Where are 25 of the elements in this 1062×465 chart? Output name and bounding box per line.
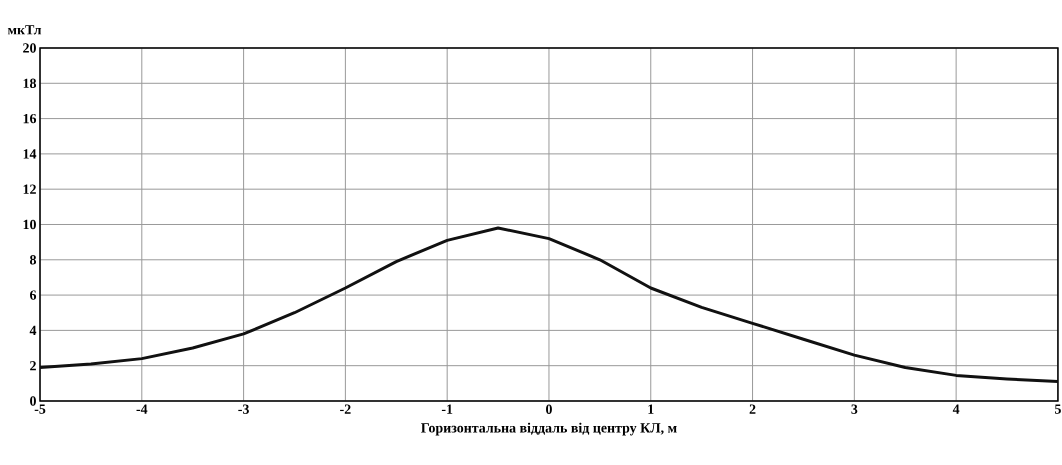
y-tick-label: 20 <box>23 43 36 53</box>
line-series <box>40 226 1058 384</box>
y-tick-label: 8 <box>29 255 37 265</box>
y-tick-label: 12 <box>23 184 36 194</box>
x-tick-label: -4 <box>136 404 148 414</box>
y-axis-title: мкТл <box>7 25 42 35</box>
y-tick-label: 4 <box>29 325 37 335</box>
y-tick-label: 10 <box>23 219 36 230</box>
x-tick-label: 0 <box>546 404 552 414</box>
x-tick-label: 2 <box>749 404 756 414</box>
x-tick-label: 5 <box>1055 404 1061 414</box>
y-tick-label: 0 <box>30 396 36 406</box>
x-tick-label: -3 <box>238 404 249 414</box>
x-tick-label: 1 <box>648 404 654 414</box>
y-tick-label: 16 <box>23 113 37 124</box>
x-axis-title: Горизонтальна віддаль від центру КЛ, м <box>421 422 677 436</box>
x-tick-label: -2 <box>340 404 351 414</box>
y-tick-label: 18 <box>23 78 37 88</box>
x-tick-label: -5 <box>34 404 46 414</box>
x-tick-label: 4 <box>952 404 960 414</box>
y-tick-label: 14 <box>23 149 37 159</box>
y-tick-label: 6 <box>30 290 37 300</box>
x-tick-label: 3 <box>851 404 858 414</box>
y-tick-label: 2 <box>30 361 36 371</box>
x-tick-label: -1 <box>441 404 453 414</box>
